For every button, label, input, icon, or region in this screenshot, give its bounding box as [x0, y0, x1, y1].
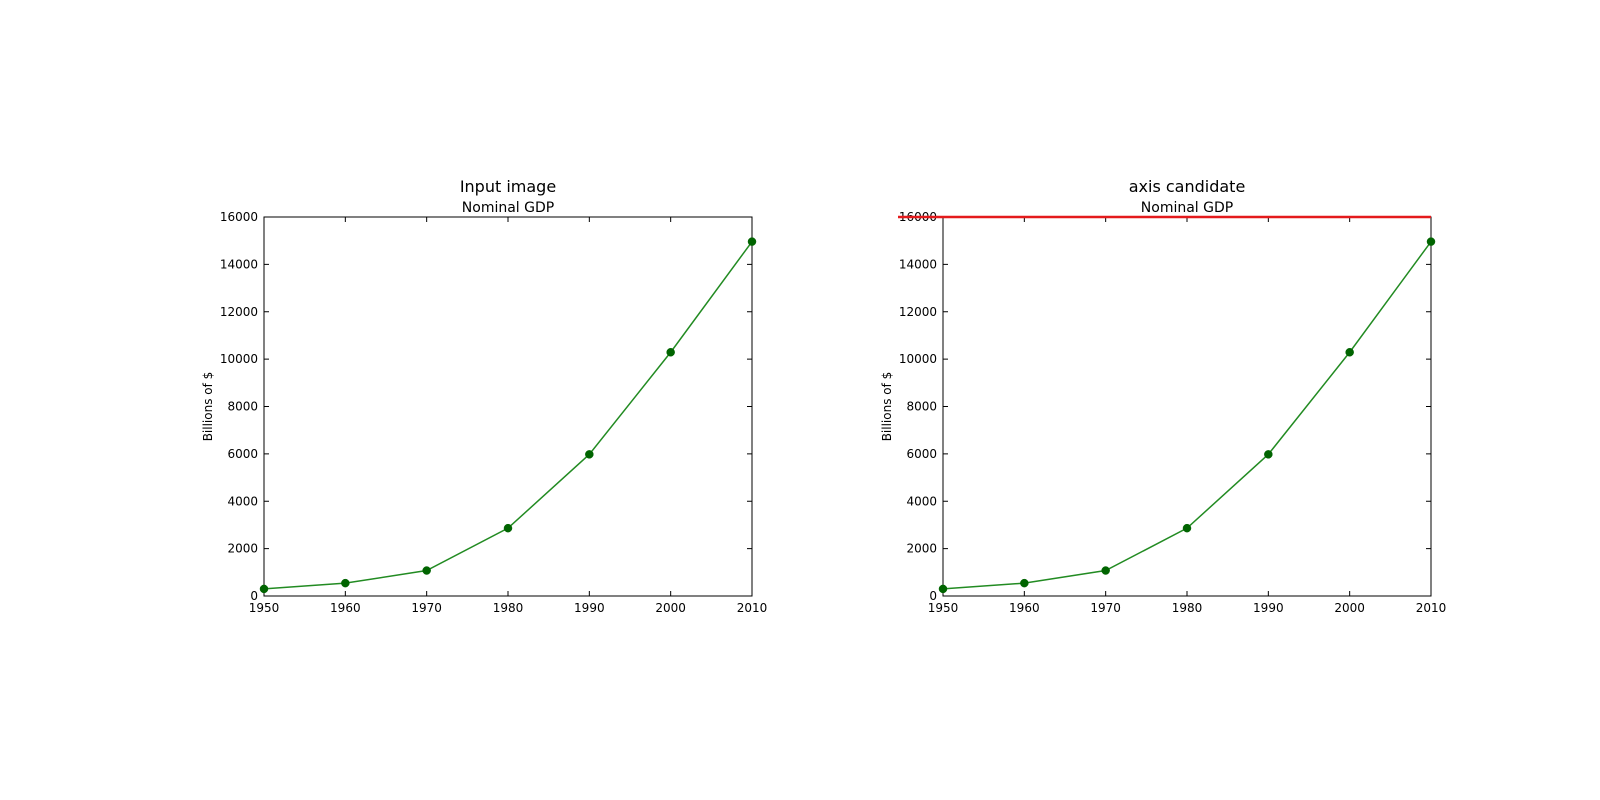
data-point: [422, 566, 431, 575]
x-tick-label: 1950: [249, 601, 280, 615]
data-point: [1182, 523, 1192, 533]
chart-title: Nominal GDP: [462, 200, 554, 216]
data-point: [938, 584, 948, 594]
data-point: [1426, 237, 1436, 246]
y-tick-label: 12000: [220, 305, 258, 319]
data-point: [1264, 450, 1273, 459]
data-point: [585, 450, 594, 459]
series-line: [263, 241, 753, 590]
y-tick-label: 10000: [220, 352, 258, 366]
series-line: [942, 241, 1432, 590]
y-tick-label: 10000: [899, 352, 937, 366]
x-tick-label: 1970: [411, 601, 442, 615]
plot-frame: [263, 216, 753, 597]
x-tick-label: 1970: [1090, 601, 1121, 615]
x-tick-label: 1950: [928, 601, 959, 615]
plot-frame: [942, 216, 1432, 597]
data-point: [1345, 348, 1354, 357]
y-tick-label: 2000: [227, 542, 258, 556]
chart-panel-1: Input image Nominal GDP 0 2000 4000 6000 8000 1…: [201, 177, 767, 615]
y-tick-label: 2000: [906, 542, 937, 556]
y-tick-label: 14000: [220, 257, 258, 271]
y-tick-label: 6000: [906, 447, 937, 461]
y-tick-label: 6000: [227, 447, 258, 461]
y-tick-label: 12000: [899, 305, 937, 319]
x-tick-label: 1980: [493, 601, 524, 615]
data-point: [747, 237, 757, 246]
y-axis-label: Billions of $: [201, 372, 215, 442]
x-tick-label: 2010: [1416, 601, 1447, 615]
y-tick-label: 0: [929, 589, 937, 603]
x-tick-label: 1980: [1172, 601, 1203, 615]
data-point: [1020, 578, 1029, 588]
y-tick-label: 14000: [899, 257, 937, 271]
y-tick-label: 4000: [906, 494, 937, 508]
chart-title: Nominal GDP: [1141, 200, 1233, 216]
y-tick-label: 8000: [227, 400, 258, 414]
x-tick-label: 2010: [737, 601, 768, 615]
x-tick-label: 1960: [1009, 601, 1040, 615]
chart-panel-2: axis candidate Nominal GDP 0 2000 4000 6000 80…: [880, 177, 1446, 615]
y-tick-label: 0: [250, 589, 258, 603]
x-tick-label: 2000: [1334, 601, 1365, 615]
data-point: [341, 578, 350, 588]
data-point: [1101, 566, 1110, 575]
y-tick-label: 8000: [906, 400, 937, 414]
x-tick-label: 1990: [1253, 601, 1284, 615]
y-tick-label: 16000: [220, 210, 258, 224]
data-point: [259, 584, 269, 594]
x-tick-label: 1990: [574, 601, 605, 615]
y-axis-label: Billions of $: [880, 372, 894, 442]
data-point: [666, 348, 675, 357]
panel-title: axis candidate: [1129, 177, 1246, 196]
y-tick-label: 4000: [227, 494, 258, 508]
data-point: [503, 523, 513, 533]
x-tick-label: 1960: [330, 601, 361, 615]
panel-title: Input image: [460, 177, 556, 196]
x-tick-label: 2000: [655, 601, 686, 615]
